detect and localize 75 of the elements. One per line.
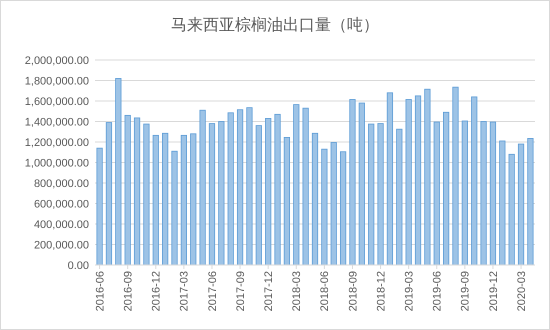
y-tick-label: 1,400,000.00 <box>24 116 89 128</box>
bar <box>358 102 365 266</box>
x-tick-label: 2019-06 <box>432 271 444 312</box>
bar <box>462 120 468 266</box>
bar <box>265 118 272 266</box>
bar <box>246 107 253 266</box>
x-tick-label: 2018-09 <box>347 271 360 312</box>
bar <box>368 124 374 266</box>
bar <box>452 86 459 266</box>
bar <box>106 122 112 266</box>
bar <box>434 122 440 266</box>
y-tick-label: 1,000,000.00 <box>24 157 89 170</box>
x-tick-label: 2016-09 <box>122 271 135 312</box>
x-tick-label: 2019-12 <box>488 271 500 312</box>
bar <box>236 109 244 266</box>
bar <box>396 128 402 266</box>
bar <box>312 132 318 266</box>
bar <box>386 92 394 266</box>
y-tick-label: 1,800,000.00 <box>24 75 89 88</box>
bar <box>208 123 216 266</box>
bar <box>124 114 131 266</box>
x-tick-label: 2017-12 <box>263 271 276 312</box>
bar <box>406 99 412 266</box>
x-tick-label: 2018-06 <box>319 271 332 312</box>
chart-title: 马来西亚棕榈油出口量（吨） <box>171 16 379 34</box>
bar <box>274 114 281 266</box>
bar <box>330 142 337 266</box>
bar <box>284 136 290 266</box>
bar <box>96 148 103 266</box>
bar <box>115 78 122 266</box>
bar <box>143 124 150 266</box>
x-tick-label: 2017-06 <box>206 271 219 312</box>
bar <box>340 151 346 266</box>
y-tick-label: 1,200,000.00 <box>24 136 89 149</box>
bar <box>256 125 262 266</box>
x-tick-label: 2020-03 <box>516 271 528 312</box>
bar <box>171 150 178 266</box>
bar <box>293 104 300 266</box>
bar <box>302 108 309 266</box>
x-tick-label: 2019-09 <box>460 271 472 312</box>
x-tick-label: 2019-03 <box>404 271 416 312</box>
bar <box>424 88 431 266</box>
y-tick-label: 400,000.00 <box>34 218 89 231</box>
bar <box>499 140 506 266</box>
bar <box>134 118 140 266</box>
bar <box>218 121 224 266</box>
bar <box>471 96 478 266</box>
x-tick-label: 2016-12 <box>150 271 163 312</box>
y-tick-label: 0.00 <box>68 260 89 272</box>
bar <box>527 138 534 266</box>
bar <box>508 154 515 266</box>
bar <box>180 134 187 266</box>
y-tick-label: 200,000.00 <box>34 239 89 252</box>
y-tick-label: 1,600,000.00 <box>24 96 89 108</box>
bar <box>518 144 524 266</box>
x-tick-label: 2017-09 <box>234 271 247 312</box>
bar <box>152 134 159 266</box>
bar <box>480 121 487 266</box>
bar <box>228 112 234 266</box>
bar <box>377 123 384 266</box>
x-tick-label: 2018-03 <box>291 271 304 312</box>
bar <box>443 112 450 266</box>
y-tick-label: 600,000.00 <box>34 198 89 210</box>
bar <box>490 122 496 266</box>
y-tick-label: 800,000.00 <box>34 178 89 190</box>
bar <box>321 148 328 266</box>
x-tick-label: 2017-03 <box>178 271 191 312</box>
bar <box>190 133 196 266</box>
bar <box>199 110 206 266</box>
x-tick-label: 2016-06 <box>94 271 106 312</box>
y-tick-label: 2,000,000.00 <box>24 54 89 67</box>
bar <box>162 132 168 266</box>
bar <box>349 99 356 266</box>
bar <box>414 95 422 266</box>
x-tick-label: 2018-12 <box>375 271 388 312</box>
